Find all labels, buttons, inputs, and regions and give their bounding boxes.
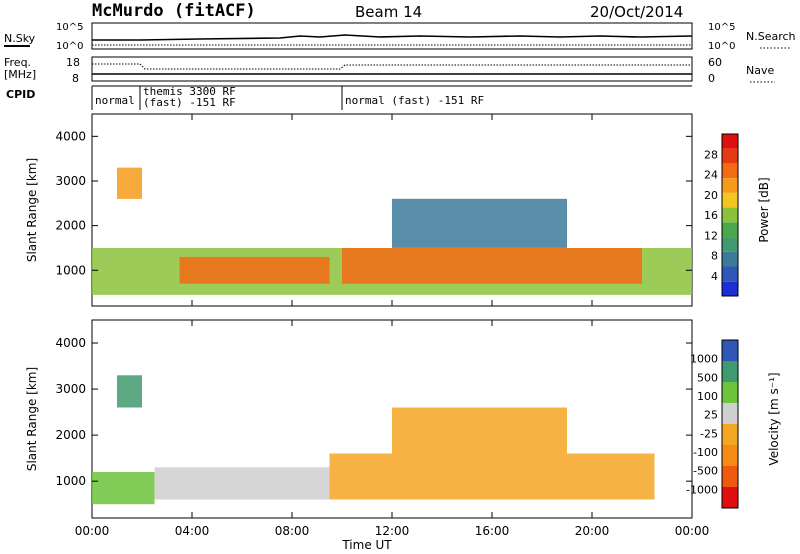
velocity-colorbar-tick: -500 (693, 465, 718, 478)
xtick-label: 16:00 (475, 524, 510, 538)
freq-tick-bottom: 8 (72, 72, 79, 85)
nsky-tick-bottom: 10^0 (56, 41, 83, 52)
velocity-colorbar-segment (722, 487, 738, 508)
velocity-colorbar-segment (722, 445, 738, 466)
power-colorbar-segment (722, 251, 738, 267)
date-title: 20/Oct/2014 (590, 3, 683, 21)
velocity-colorbar-segment (722, 361, 738, 382)
velocity-region-1 (117, 375, 142, 408)
power-ytick-label: 3000 (55, 174, 86, 188)
cpid-segment-3: normal (fast) -151 RF (345, 94, 484, 107)
freq-tick-top: 18 (66, 56, 80, 69)
power-region-1 (117, 167, 142, 199)
nsky-panel: N.Sky 10^5 10^0 N.Search 10^5 10^0 (4, 22, 796, 52)
power-region-4 (392, 198, 567, 248)
nave-tick-top: 60 (708, 56, 722, 69)
velocity-region-0 (92, 472, 155, 505)
velocity-colorbar-segment (722, 403, 738, 424)
cpid-segment-1: normal (95, 94, 135, 107)
nsearch-tick-top: 10^5 (708, 22, 735, 33)
freq-label-line1: Freq. (4, 56, 31, 69)
velocity-colorbar-tick: 1000 (690, 353, 718, 366)
velocity-region-4 (392, 407, 567, 454)
xtick-label: 12:00 (375, 524, 410, 538)
power-colorbar-segment (722, 178, 738, 193)
power-ytick-label: 2000 (55, 219, 86, 233)
xtick-label: 20:00 (575, 524, 610, 538)
power-colorbar-label: Power [dB] (757, 177, 771, 242)
cpid-segment-2-line1: themis 3300 RF (143, 85, 236, 98)
power-colorbar: 28 24 20 16 12 8 4 (704, 133, 739, 297)
velocity-ytick-label: 1000 (55, 474, 86, 488)
velocity-colorbar-frame (721, 339, 739, 509)
xtick-label: 00:00 (75, 524, 110, 538)
velocity-colorbar-label: Velocity [m s⁻¹] (767, 372, 781, 465)
cpid-label: CPID (6, 88, 35, 101)
xtick-label: 08:00 (275, 524, 310, 538)
power-colorbar-tick: 4 (711, 270, 718, 283)
nave-label: Nave (746, 64, 774, 77)
power-ytick-label: 1000 (55, 263, 86, 277)
power-colorbar-segment (722, 148, 738, 164)
velocity-colorbar-segment (722, 340, 738, 361)
power-colorbar-tick: 24 (704, 169, 718, 182)
power-colorbar-frame (721, 133, 739, 297)
nsearch-tick-bottom: 10^0 (708, 41, 735, 52)
power-colorbar-segment (722, 192, 738, 208)
velocity-ytick-label: 2000 (55, 428, 86, 442)
velocity-colorbar-segment (722, 466, 738, 487)
freq-trace (92, 63, 692, 70)
velocity-ytick-label: 3000 (55, 382, 86, 396)
power-ytick-label: 4000 (55, 129, 86, 143)
power-colorbar-tick: 16 (704, 209, 718, 222)
xtick-label: 00:00 (675, 524, 710, 538)
velocity-region-3 (329, 453, 655, 500)
x-axis-label: Time UT (341, 538, 392, 552)
velocity-colorbar-tick: -1000 (686, 483, 718, 496)
nsky-tick-top: 10^5 (56, 22, 83, 33)
nsky-label: N.Sky (4, 32, 36, 45)
velocity-colorbar-segment (722, 424, 738, 445)
station-title: McMurdo (fitACF) (92, 1, 256, 21)
velocity-colorbar-tick: -100 (693, 446, 718, 459)
power-colorbar-tick: 8 (711, 250, 718, 263)
power-colorbar-segment (722, 207, 738, 223)
velocity-ylabel: Slant Range [km] (25, 367, 39, 471)
freq-label-line2: [MHz] (4, 68, 36, 81)
xtick-label: 04:00 (175, 524, 210, 538)
velocity-panel: 4000 3000 2000 1000 Slant Range [km] 1000 50… (25, 319, 781, 519)
power-colorbar-segment (722, 237, 738, 252)
velocity-region-2 (154, 467, 330, 500)
velocity-colorbar-tick: 500 (697, 371, 718, 384)
nave-tick-bottom: 0 (708, 72, 715, 85)
power-region-3 (342, 248, 642, 284)
power-colorbar-tick: 12 (704, 229, 718, 242)
power-colorbar-segment (722, 281, 738, 296)
cpid-segment-2-line2: (fast) -151 RF (143, 96, 236, 109)
beam-title: Beam 14 (355, 3, 422, 21)
velocity-colorbar-tick: -25 (700, 427, 718, 440)
power-colorbar-segment (722, 134, 738, 149)
power-colorbar-segment (722, 163, 738, 179)
power-colorbar-segment (722, 222, 738, 238)
power-ylabel: Slant Range [km] (25, 158, 39, 262)
power-region-2 (179, 256, 330, 284)
freq-panel: Freq. [MHz] 18 8 60 0 Nave (4, 56, 775, 85)
power-colorbar-segment (722, 266, 738, 282)
velocity-colorbar-tick: 100 (697, 390, 718, 403)
velocity-ytick-label: 4000 (55, 336, 86, 350)
power-colorbar-tick: 20 (704, 189, 718, 202)
velocity-colorbar: 1000 500 100 25 -25 -100 -500 -1000 (686, 339, 739, 509)
nsky-trace (92, 34, 693, 41)
power-panel: 4000 3000 2000 1000 Slant Range [km] 28 24 20… (25, 113, 771, 307)
velocity-colorbar-segment (722, 382, 738, 403)
cpid-panel: CPID normal themis 3300 RF (fast) -151 R… (6, 85, 692, 110)
nsearch-label: N.Search (746, 30, 796, 43)
velocity-colorbar-tick: 25 (704, 409, 718, 422)
power-colorbar-tick: 28 (704, 148, 718, 161)
